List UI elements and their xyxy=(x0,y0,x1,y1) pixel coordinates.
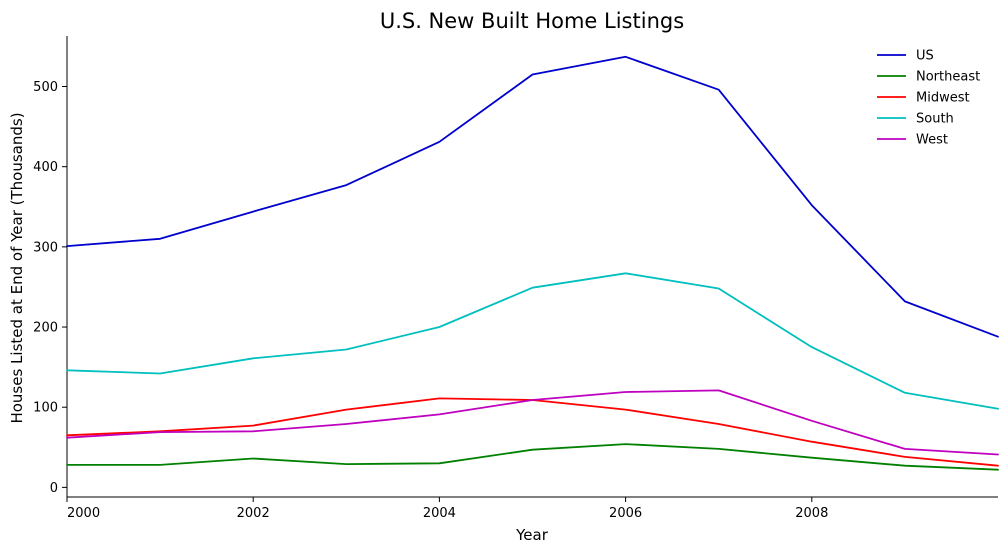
legend-label-northeast: Northeast xyxy=(916,70,980,85)
y-tick-label: 100 xyxy=(33,401,58,416)
chart-title: U.S. New Built Home Listings xyxy=(380,9,684,33)
y-tick-label: 400 xyxy=(33,160,58,175)
y-axis-label: Houses Listed at End of Year (Thousands) xyxy=(8,112,26,423)
series-line-us xyxy=(66,55,999,338)
y-tick-label: 200 xyxy=(33,321,58,336)
legend: US Northeast Midwest South West xyxy=(877,49,980,148)
plot-area xyxy=(66,55,999,471)
y-tick-label: 500 xyxy=(33,80,58,95)
x-tick-label: 2004 xyxy=(423,506,456,521)
x-tick-label: 2002 xyxy=(237,506,270,521)
y-tick-label: 300 xyxy=(33,240,58,255)
x-axis-label: Year xyxy=(515,526,549,544)
series-line-south xyxy=(66,272,999,410)
legend-label-west: West xyxy=(916,133,948,148)
x-tick-label: 2008 xyxy=(795,506,828,521)
y-tick-label: 0 xyxy=(50,481,58,496)
axes: 2000 2002 2004 2006 2008 0 100 200 300 400 500 xyxy=(33,36,998,521)
series-line-west xyxy=(66,389,999,456)
legend-label-south: South xyxy=(916,112,954,127)
x-tick-label: 2000 xyxy=(67,506,100,521)
series-line-northeast xyxy=(66,443,999,471)
legend-label-us: US xyxy=(916,49,934,64)
legend-label-midwest: Midwest xyxy=(916,91,970,106)
x-tick-label: 2006 xyxy=(609,506,642,521)
